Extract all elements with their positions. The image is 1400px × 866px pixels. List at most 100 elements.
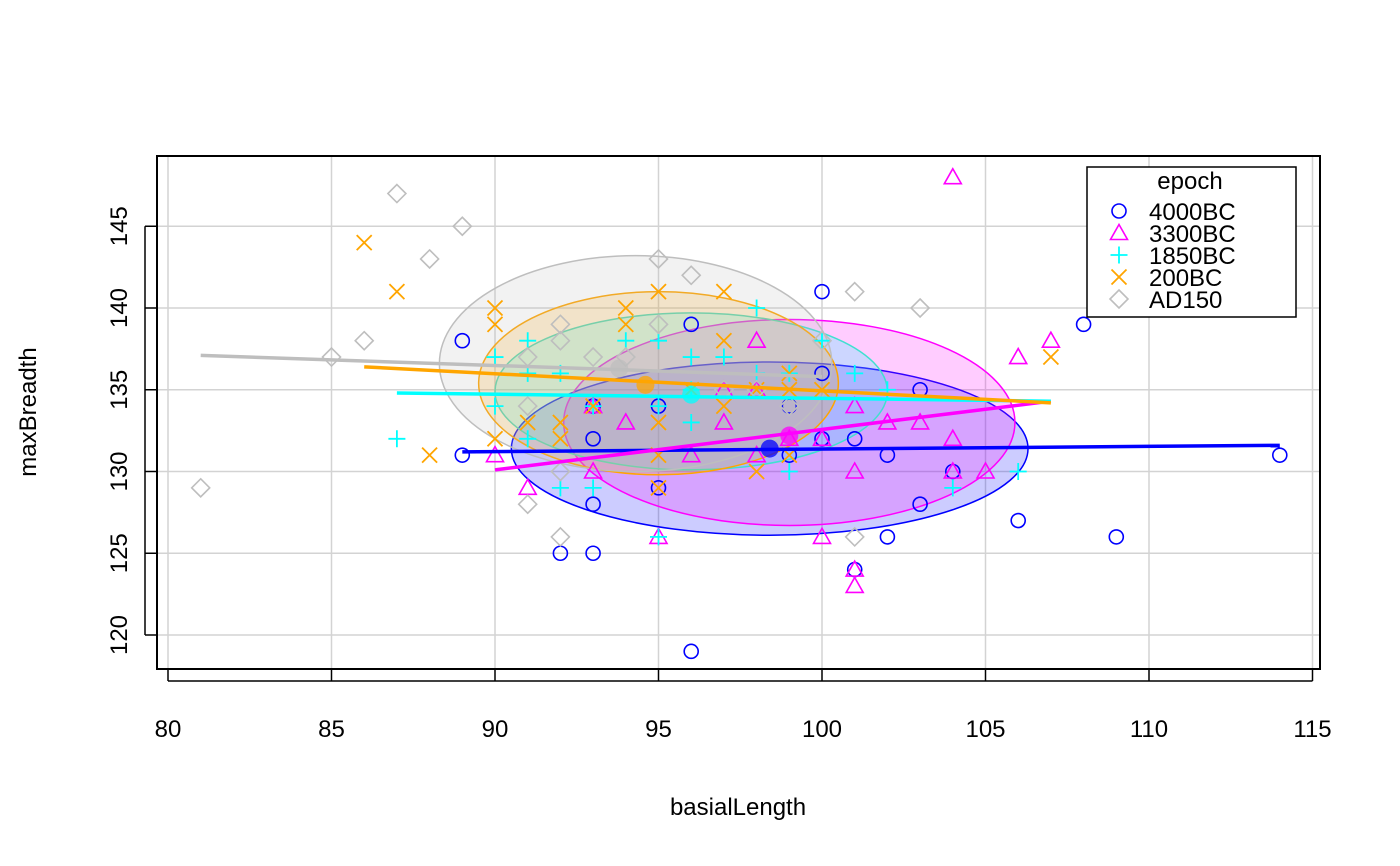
point-4000bc [454,332,471,349]
point-ad150 [550,461,571,482]
point-200bc [486,430,504,447]
mean-1850bc [682,385,701,404]
point-1850bc [486,397,504,415]
point-3300bc [1008,346,1029,365]
axes: 80 85 90 95 100 105 110 115 120 125 130 135 140 145 [106,206,1332,743]
point-3300bc [812,526,832,545]
point-3300bc [714,412,734,430]
point-3300bc [942,167,963,185]
point-ad150 [550,330,571,351]
legend-label-3300bc: 3300BC [1149,221,1236,248]
point-200bc [781,365,798,382]
point-200bc [748,463,765,480]
y-tick-label: 125 [106,533,133,573]
point-1850bc [551,479,569,497]
point-3300bc [1041,330,1061,349]
point-200bc [388,283,406,300]
legend-marker-ad150 [1108,288,1130,310]
point-4000bc [1272,447,1288,463]
legend-title: epoch [1157,168,1222,195]
point-3300bc [942,461,963,479]
point-1850bc [780,463,798,480]
point-3300bc [583,461,603,479]
point-1850bc [650,528,667,546]
point-200bc [486,316,504,333]
point-3300bc [910,412,930,430]
point-1850bc [519,430,537,448]
point-3300bc [844,395,865,414]
point-1850bc [388,430,406,448]
point-ad150 [550,526,571,548]
point-ad150 [550,314,571,335]
point-200bc [552,430,569,447]
point-200bc [715,283,733,300]
point-1850bc [682,348,700,366]
regression-lines [200,353,1280,472]
mean-4000bc [760,439,779,458]
point-3300bc [942,428,963,447]
point-200bc [519,414,536,431]
legend-marker-3300bc [1109,222,1129,241]
point-ad150 [844,281,865,302]
legend-label-200bc: 200BC [1149,265,1222,292]
point-4000bc [585,430,601,447]
point-1850bc [486,348,504,366]
plot-frame [156,155,1321,670]
point-ad150 [909,297,931,319]
point-1850bc [617,332,635,350]
y-tick-label: 140 [106,288,133,328]
point-200bc [584,397,602,415]
regression-line-ad150 [200,353,823,379]
group-means [610,359,799,458]
point-200bc [715,332,733,349]
point-1850bc [944,479,962,497]
point-200bc [356,234,373,251]
point-ad150 [648,314,669,335]
x-tick-label: 85 [318,716,345,743]
point-3300bc [746,330,767,349]
point-ad150 [517,395,538,417]
point-1850bc [584,479,602,497]
regression-line-200bc [364,365,1051,405]
legend-label-4000bc: 4000BC [1149,199,1236,226]
point-ad150 [386,183,408,204]
x-tick-label: 105 [965,716,1005,743]
point-1850bc [650,332,667,350]
point-4000bc [1010,512,1027,529]
point-200bc [650,283,667,300]
y-tick-label: 145 [106,206,133,246]
point-3300bc [615,412,636,430]
point-ad150 [648,248,669,270]
point-ad150 [811,330,833,351]
point-3300bc [844,461,865,479]
legend-label-1850bc: 1850BC [1149,243,1236,270]
x-tick-label: 115 [1293,716,1331,743]
y-tick-label: 130 [106,451,133,491]
point-4000bc [846,430,863,447]
point-1850bc [813,332,831,350]
x-tick-label: 90 [482,716,509,743]
y-tick-label: 120 [106,615,133,655]
point-1850bc [1009,463,1027,480]
point-200bc [650,479,667,496]
point-4000bc [912,496,928,513]
point-4000bc [454,447,471,463]
point-3300bc [812,428,832,447]
x-tick-label: 95 [645,716,672,743]
point-200bc [1042,348,1060,366]
mean-3300bc [780,426,799,445]
point-1850bc [650,397,667,415]
mean-200bc [636,375,655,394]
legend-label-ad150: AD150 [1149,287,1222,314]
point-200bc [421,447,438,464]
point-1850bc [748,299,766,317]
ellipse-ad150 [438,254,833,473]
point-ad150 [354,330,375,351]
point-4000bc [814,283,830,300]
point-ad150 [582,346,604,368]
point-3300bc [485,445,505,463]
point-4000bc [1075,316,1092,333]
regression-line-4000bc [462,443,1280,454]
